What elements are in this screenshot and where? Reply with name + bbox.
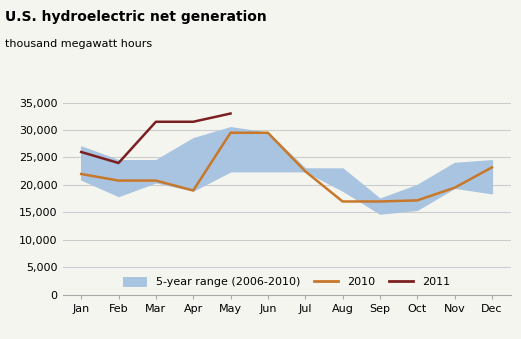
Text: thousand megawatt hours: thousand megawatt hours <box>5 39 152 49</box>
Legend: 5-year range (2006-2010), 2010, 2011: 5-year range (2006-2010), 2010, 2011 <box>123 277 450 287</box>
Text: U.S. hydroelectric net generation: U.S. hydroelectric net generation <box>5 10 267 24</box>
